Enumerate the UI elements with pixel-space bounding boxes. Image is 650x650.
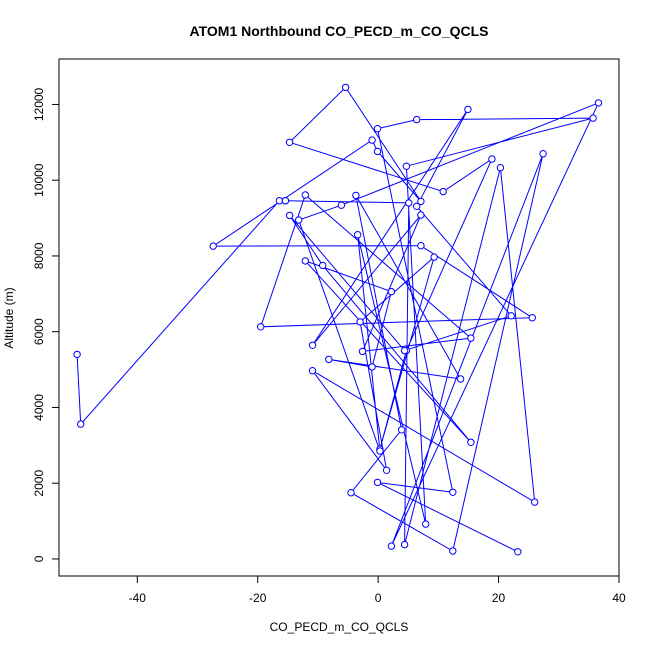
data-point [301,191,309,199]
data-point [73,350,81,359]
data-point [319,261,327,270]
data-point [496,164,505,172]
data-point [417,242,425,250]
data-point [594,99,603,107]
x-tick-label: 40 [612,591,626,605]
data-point [341,83,350,92]
chart-title: ATOM1 Northbound CO_PECD_m_CO_QCLS [190,23,489,39]
data-point [373,147,382,156]
x-tick-label: -40 [129,591,147,605]
data-point [417,197,425,206]
data-point [308,367,317,375]
x-axis-label: CO_PECD_m_CO_QCLS [270,620,409,634]
x-axis: -40 -20 0 20 40 [129,575,626,605]
y-tick-label: 2000 [32,470,46,497]
data-point [400,540,409,549]
data-point [373,478,382,487]
y-tick-label: 0 [32,555,46,562]
y-axis: 0 2000 4000 6000 8000 10000 12000 [32,87,60,562]
data-point [285,138,294,147]
data-point [531,498,539,506]
y-tick-label: 4000 [32,394,46,421]
data-point [387,542,396,550]
data-point [528,314,536,322]
data-point [413,202,421,211]
data-point [209,242,217,250]
data-point [387,287,396,296]
data-point [281,197,290,205]
data-point [400,346,409,355]
data-point [337,201,346,209]
data-point [373,125,382,133]
data-point [507,312,515,320]
data-point [285,211,294,220]
data-point [467,334,475,342]
data-point [77,420,85,428]
data-point [422,520,430,528]
plot-area [73,83,603,556]
data-point [325,355,333,364]
x-tick-label: 20 [492,591,506,605]
data-point [301,257,309,265]
data-point [464,105,472,114]
data-point [275,197,284,205]
data-point [347,489,355,497]
y-tick-label: 12000 [32,87,46,121]
x-tick-label: 0 [375,591,382,605]
data-point [449,547,457,555]
data-point [368,136,376,144]
data-point [358,347,367,356]
data-point [257,323,265,331]
data-point [397,426,406,434]
y-axis-label: Altitude (m) [2,287,16,348]
data-point [514,548,522,556]
y-tick-label: 6000 [32,318,46,345]
data-point [439,187,447,196]
data-point [352,191,360,200]
x-tick-label: -20 [249,591,267,605]
data-point [405,199,413,207]
data-point [467,438,475,446]
data-point [488,155,496,163]
data-point [430,253,438,261]
data-point [356,318,364,326]
data-point [308,341,317,349]
data-point [413,115,421,124]
data-point [295,216,303,224]
data-point [382,466,391,474]
data-point [376,447,384,455]
data-point [368,363,376,371]
data-point [417,211,425,219]
data-point [539,150,547,158]
data-point [354,231,362,239]
y-tick-label: 10000 [32,163,46,197]
data-point [589,114,597,122]
data-point [402,162,411,170]
data-point [449,488,457,496]
data-point [456,375,465,383]
y-tick-label: 8000 [32,242,46,269]
